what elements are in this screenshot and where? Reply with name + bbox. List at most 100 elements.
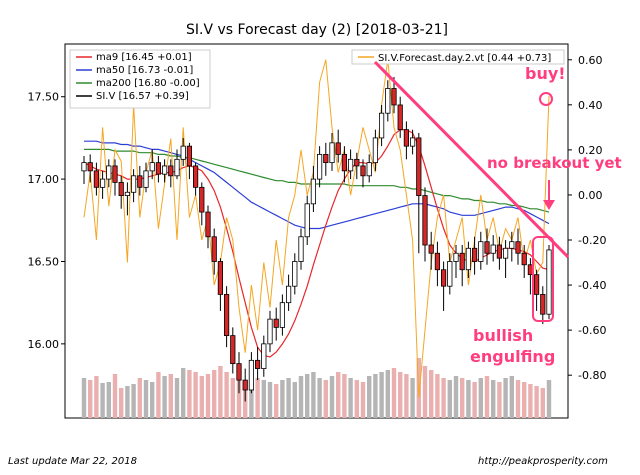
volume-bar	[348, 378, 353, 418]
right-tick-label: -0.20	[578, 234, 606, 247]
volume-bar	[274, 384, 279, 418]
candle-body	[323, 153, 329, 164]
candle-body	[285, 285, 292, 304]
candle-body	[397, 104, 403, 131]
candle-body	[267, 318, 273, 345]
volume-bar	[540, 388, 545, 418]
volume-bar	[168, 374, 173, 418]
candle-body	[248, 359, 254, 391]
right-tick-label: -0.40	[578, 279, 606, 292]
candle-body	[459, 252, 465, 271]
candle-body	[515, 241, 521, 254]
forecast-series	[83, 59, 550, 398]
candle-body	[490, 244, 496, 254]
volume-bar	[181, 368, 186, 418]
volume-bar	[193, 372, 198, 418]
candle-body	[316, 153, 323, 180]
candle-body	[478, 241, 484, 262]
volume-bar	[472, 382, 477, 418]
source-link[interactable]: http://peakprosperity.com	[478, 456, 608, 467]
candle-body	[484, 241, 490, 254]
candle-body	[341, 153, 348, 172]
candle-body	[502, 247, 509, 259]
volume-bar	[112, 374, 118, 418]
volume-bar	[249, 376, 254, 418]
left-tick-label: 17.00	[28, 173, 60, 186]
chart-title: SI.V vs Forecast day (2) [2018-03-21]	[186, 22, 448, 38]
candle-body	[186, 145, 192, 167]
volume-bar	[286, 378, 291, 418]
right-tick-label: -0.60	[578, 324, 606, 337]
right-axis: 0.60 0.40 0.20 0.00 -0.20 -0.40 -0.60 -0.80	[568, 54, 606, 382]
candle-body	[391, 88, 397, 106]
volume-bar	[199, 376, 204, 418]
volume-bar	[218, 366, 223, 418]
volume-bar	[379, 372, 384, 418]
volume-bar	[212, 370, 217, 418]
candle-body	[180, 145, 186, 160]
candle-body	[447, 261, 453, 287]
volume-bar	[317, 378, 322, 418]
arrow-head	[543, 200, 555, 210]
forecast-line	[83, 59, 550, 398]
volume-bar	[280, 380, 285, 418]
volume-bar	[503, 378, 508, 418]
volume-bar	[88, 380, 93, 418]
candle-body	[254, 359, 261, 369]
candle-body	[509, 241, 515, 249]
candle-body	[310, 178, 317, 205]
bullish-annotation: bullish	[473, 326, 533, 345]
candle-body	[168, 165, 174, 177]
candle-body	[440, 269, 447, 287]
engulfing-annotation: engulfing	[470, 347, 555, 366]
candle-body	[223, 294, 230, 337]
candle-body	[354, 158, 360, 167]
right-tick-label: 0.60	[578, 54, 603, 67]
volume-bar	[156, 372, 161, 418]
legend-label: SI.V [16.57 +0.39]	[96, 91, 189, 102]
volume-bar	[298, 376, 304, 418]
annotations: buy! no breakout yet bullish engulfing	[373, 60, 622, 366]
volume-bar	[360, 382, 366, 418]
volume-bar	[509, 376, 514, 418]
right-tick-label: 0.20	[578, 144, 603, 157]
candle-body	[100, 178, 106, 188]
candle-body	[93, 170, 99, 188]
candle-body	[465, 247, 472, 271]
volume-bar	[162, 376, 167, 418]
volume-bar	[94, 376, 99, 418]
legend-label: ma50 [16.73 -0.01]	[96, 65, 193, 76]
buy-marker	[539, 92, 553, 106]
volume-bar	[410, 378, 415, 418]
candle-body	[546, 249, 552, 315]
candle-body	[453, 252, 459, 262]
volume-bar	[119, 388, 124, 418]
volume-bar	[137, 378, 142, 418]
candle-body	[304, 203, 310, 238]
candle-body	[496, 244, 503, 259]
volume-bar	[354, 380, 359, 418]
candle-body	[422, 195, 428, 246]
volume-bar	[125, 386, 130, 418]
candle-body	[534, 274, 540, 295]
volume-bar	[373, 374, 378, 418]
volume-bar	[143, 380, 149, 418]
volume-bar	[491, 380, 496, 418]
engulfing-box	[532, 236, 554, 322]
volume-bar	[447, 380, 452, 418]
candlesticks	[81, 76, 552, 402]
candle-body	[155, 162, 161, 175]
legend-label: ma9 [16.45 +0.01]	[96, 52, 192, 63]
candle-body	[378, 112, 385, 139]
volume-bar	[429, 370, 434, 418]
candle-body	[137, 175, 143, 188]
volume-bar	[546, 380, 552, 418]
volume-bar	[466, 380, 471, 418]
candle-body	[292, 261, 298, 287]
volume-bar	[230, 378, 235, 418]
volume-bar	[404, 374, 409, 418]
right-tick-label: 0.40	[578, 99, 603, 112]
candle-body	[434, 252, 441, 271]
volume-bar	[292, 382, 297, 418]
candle-body	[112, 165, 118, 183]
